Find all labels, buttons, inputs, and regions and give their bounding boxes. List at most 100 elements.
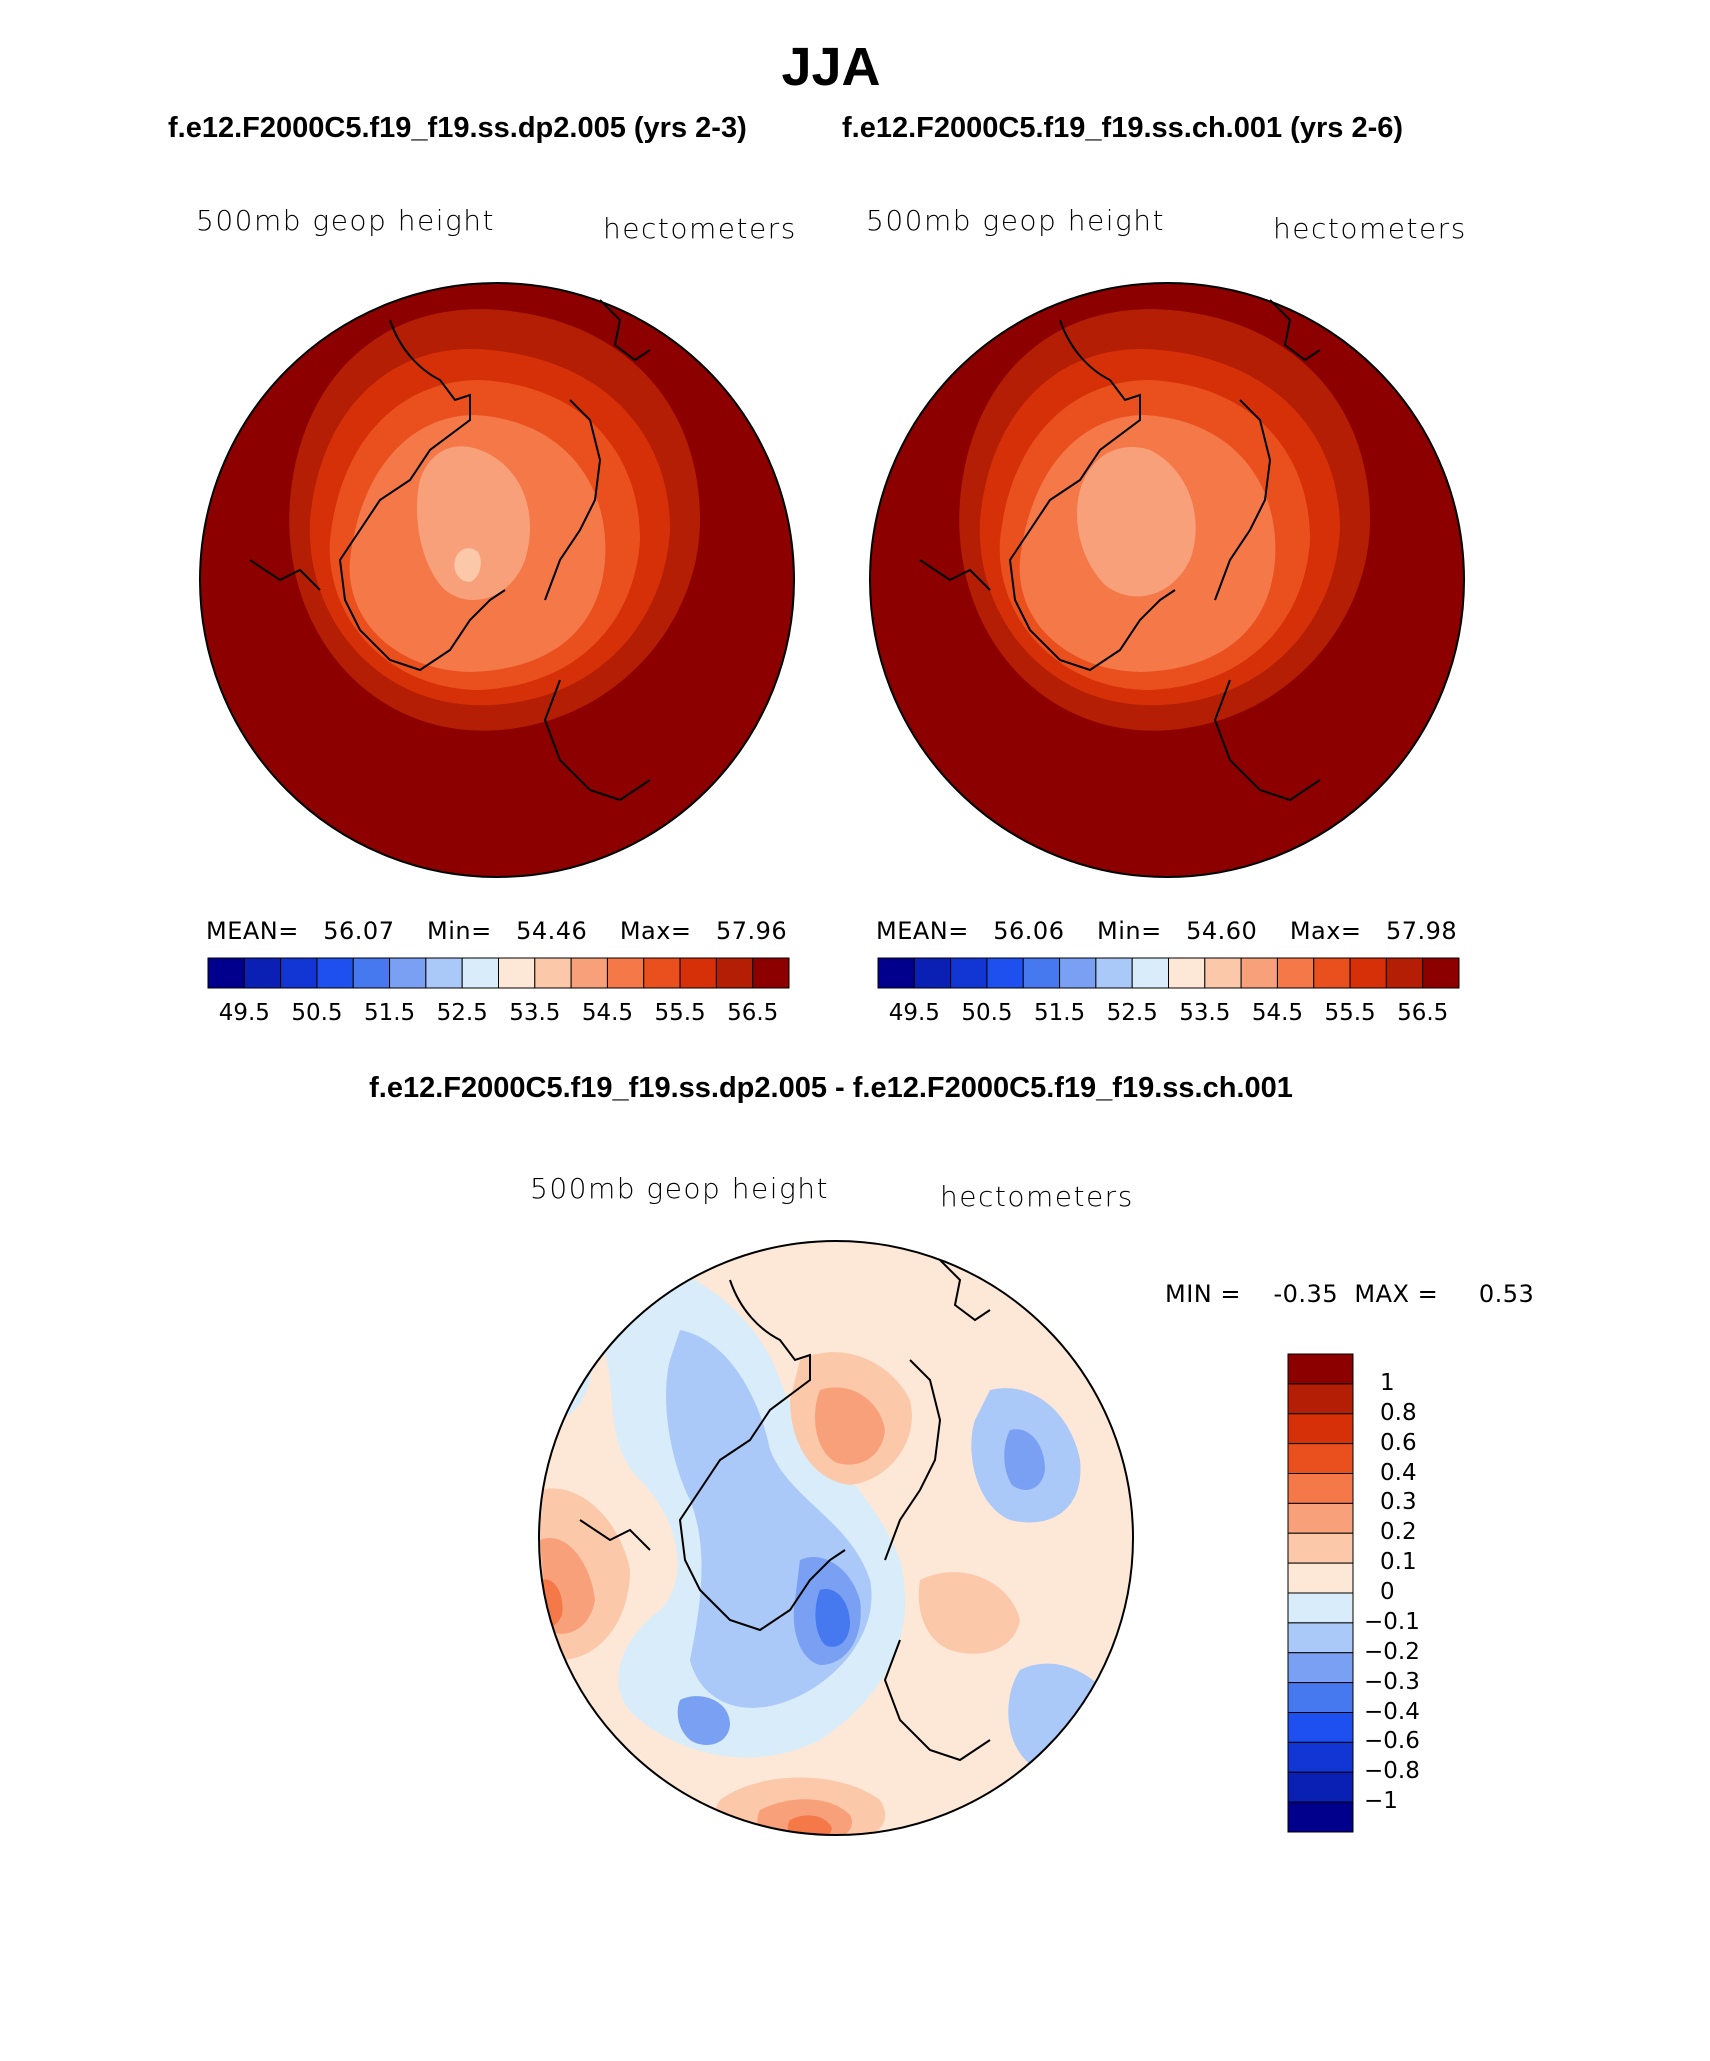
case2-title: f.e12.F2000C5.f19_f19.ss.ch.001 (yrs 2-6… <box>842 112 1404 144</box>
colorbar-tick-label: 49.5 <box>888 1000 940 1026</box>
colorbar-swatch <box>1349 957 1387 989</box>
colorbar-swatch <box>1287 1443 1354 1474</box>
panel2-variable-label: 500mb geop height <box>866 204 1166 237</box>
colorbar-swatch <box>1313 957 1351 989</box>
colorbar-swatch <box>1287 1771 1354 1803</box>
diff-min-value: -0.35 <box>1273 1280 1339 1308</box>
colorbar-difference-ticks: 1 0.8 0.6 0.4 0.3 0.2 0.1 0 −0.1 −0.2 −0.3 −0.4 −0.6… <box>1364 1354 1484 1832</box>
colorbar-case2 <box>877 957 1460 989</box>
colorbar-swatch <box>1287 1502 1354 1534</box>
colorbar-swatch <box>1287 1383 1354 1415</box>
colorbar-swatch <box>1287 1473 1354 1504</box>
colorbar-tick-label: 51.5 <box>1033 1000 1086 1026</box>
colorbar-swatch <box>1287 1532 1354 1564</box>
panel1-units-label: hectometers <box>603 212 797 245</box>
colorbar-tick-label: −0.1 <box>1364 1608 1420 1635</box>
panel1-min-label: Min= <box>426 917 492 945</box>
coastline-lines-difference <box>579 1259 991 1762</box>
colorbar-swatch <box>1287 1741 1354 1773</box>
colorbar-tick-label: 0 <box>1380 1579 1395 1605</box>
colorbar-tick-label: −0.4 <box>1364 1698 1420 1725</box>
colorbar-tick-label: 55.5 <box>654 1000 706 1026</box>
difference-title: f.e12.F2000C5.f19_f19.ss.dp2.005 - f.e12… <box>369 1072 1293 1104</box>
diff-minmax: MIN = -0.35 MAX = 0.53 <box>1165 1280 1534 1308</box>
colorbar-tick-label: 52.5 <box>436 1000 488 1026</box>
panel1-max-label: Max= <box>619 917 692 945</box>
colorbar-swatch <box>986 957 1024 989</box>
colorbar-tick-label: 51.5 <box>363 1000 416 1026</box>
panel2-mean-value: 56.06 <box>993 917 1065 945</box>
figure-title: JJA <box>781 37 881 97</box>
colorbar-swatch <box>498 957 536 989</box>
colorbar-swatch <box>1287 1801 1354 1833</box>
diff-max-label: MAX = <box>1354 1280 1439 1308</box>
coastline-lines-case1 <box>249 299 651 802</box>
colorbar-case1-ticks: 49.5 50.5 51.5 52.5 53.5 54.5 55.5 56.5 <box>208 1000 789 1030</box>
colorbar-tick-label: 0.8 <box>1380 1399 1417 1426</box>
colorbar-swatch <box>352 957 391 989</box>
colorbar-swatch <box>1422 957 1460 989</box>
panel1-mean-label: MEAN= <box>206 917 299 945</box>
panel1-max-value: 57.96 <box>715 917 788 945</box>
colorbar-swatch <box>1287 1652 1354 1684</box>
colorbar-tick-label: 54.5 <box>581 1000 634 1026</box>
colorbar-swatch <box>534 957 572 989</box>
colorbar-tick-label: 56.5 <box>727 1000 779 1026</box>
diff-max-value: 0.53 <box>1478 1280 1535 1308</box>
colorbar-tick-label: −0.8 <box>1364 1758 1420 1785</box>
panel2-units-label: hectometers <box>1273 212 1467 245</box>
panel2-mean-label: MEAN= <box>876 917 969 945</box>
colorbar-case2-ticks: 49.5 50.5 51.5 52.5 53.5 54.5 55.5 56.5 <box>878 1000 1459 1030</box>
diff-min-label: MIN = <box>1165 1280 1241 1308</box>
colorbar-tick-label: 52.5 <box>1106 1000 1158 1026</box>
colorbar-swatch <box>1276 957 1315 989</box>
colorbar-tick-label: 0.2 <box>1380 1519 1417 1546</box>
colorbar-swatch <box>243 957 282 989</box>
panel2-stats: MEAN= 56.06 Min= 54.60 Max= 57.98 <box>876 917 1457 945</box>
colorbar-swatch <box>1287 1562 1354 1594</box>
panel2-min-value: 54.60 <box>1186 917 1258 945</box>
colorbar-swatch <box>752 957 790 989</box>
colorbar-swatch <box>1022 957 1061 989</box>
colorbar-swatch <box>606 957 645 989</box>
panel2-max-label: Max= <box>1289 917 1362 945</box>
colorbar-tick-label: 0.3 <box>1380 1489 1417 1516</box>
colorbar-tick-label: 0.1 <box>1380 1549 1417 1576</box>
panel1-stats: MEAN= 56.07 Min= 54.46 Max= 57.96 <box>206 917 787 945</box>
case1-title: f.e12.F2000C5.f19_f19.ss.dp2.005 (yrs 2-… <box>168 112 747 144</box>
colorbar-swatch <box>1204 957 1242 989</box>
colorbar-tick-label: 50.5 <box>961 1000 1013 1026</box>
colorbar-swatch <box>1059 957 1097 989</box>
colorbar-tick-label: 53.5 <box>509 1000 561 1026</box>
colorbar-swatch <box>207 957 245 989</box>
panel2-max-value: 57.98 <box>1385 917 1458 945</box>
colorbar-tick-label: −0.6 <box>1364 1728 1420 1755</box>
colorbar-swatch <box>316 957 354 989</box>
colorbar-swatch <box>1287 1413 1354 1445</box>
diff-units-label: hectometers <box>940 1180 1134 1213</box>
panel1-variable-label: 500mb geop height <box>196 204 496 237</box>
colorbar-swatch <box>461 957 499 989</box>
colorbar-swatch <box>679 957 717 989</box>
colorbar-tick-label: −0.2 <box>1364 1638 1420 1665</box>
panel2-min-label: Min= <box>1096 917 1162 945</box>
colorbar-swatch <box>1168 957 1206 989</box>
colorbar-swatch <box>1287 1592 1354 1624</box>
colorbar-tick-label: 55.5 <box>1324 1000 1376 1026</box>
diff-variable-label: 500mb geop height <box>530 1172 830 1205</box>
colorbar-difference <box>1287 1353 1354 1833</box>
panel1-mean-value: 56.07 <box>323 917 395 945</box>
colorbar-tick-label: 0.4 <box>1380 1459 1417 1486</box>
colorbar-tick-label: 54.5 <box>1251 1000 1304 1026</box>
colorbar-swatch <box>1287 1682 1354 1713</box>
colorbar-tick-label: 53.5 <box>1179 1000 1231 1026</box>
colorbar-swatch <box>1385 957 1424 989</box>
colorbar-tick-label: 50.5 <box>291 1000 343 1026</box>
colorbar-tick-label: −1 <box>1364 1788 1398 1815</box>
panel1-min-value: 54.46 <box>516 917 588 945</box>
coastline-lines-case2 <box>919 299 1321 802</box>
colorbar-case1 <box>207 957 790 989</box>
colorbar-swatch <box>1131 957 1169 989</box>
